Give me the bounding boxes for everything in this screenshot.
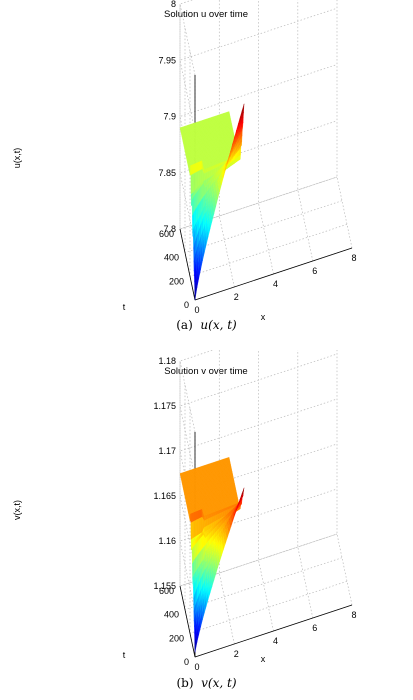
- plot-v-ytick-label: 200: [169, 633, 184, 643]
- plot-u-ylabel: t: [123, 302, 126, 312]
- caption-a-expr: u(x, t): [200, 318, 237, 332]
- plot-v-ztick-label: 1.16: [158, 536, 176, 546]
- plot-u-surface: [179, 103, 245, 301]
- plot-v-xtick-label: 6: [312, 623, 317, 633]
- plot-v-ztick-label: 1.175: [153, 401, 176, 411]
- caption-b: (b) v(x, t): [0, 676, 413, 690]
- surface-plot-u: Solution u over time 7.8 7.85 7.9 7.95 8 0 2 4 6 8…: [12, 0, 357, 322]
- plot-v-ytick-label: 600: [159, 586, 174, 596]
- plot-u-ytick-label: 400: [164, 253, 179, 263]
- plot-v-surface: [179, 457, 245, 653]
- plot-u-ytick-label: 200: [169, 276, 184, 286]
- caption-b-label: (b): [176, 676, 194, 690]
- plot-u-ztick-label: 7.95: [158, 55, 176, 65]
- plot-u-xtick-label: 8: [351, 253, 356, 263]
- plot-v-ztick-label: 1.165: [153, 491, 176, 501]
- caption-b-expr: v(x, t): [201, 676, 237, 690]
- plot-v-xlabel: x: [261, 654, 266, 664]
- plot-u-zlabel: u(x,t): [12, 148, 22, 169]
- plot-v-xtick-label: 0: [194, 662, 199, 672]
- plot-u-xtick-label: 4: [273, 279, 278, 289]
- plot-v-xtick-label: 2: [234, 649, 239, 659]
- plot-v-ytick-label: 400: [164, 610, 179, 620]
- plot-v-ztick-label: 1.17: [158, 446, 176, 456]
- plot-u-ztick-label: 7.85: [158, 168, 176, 178]
- plot-u-xtick-label: 0: [194, 305, 199, 315]
- plot-u-xtick-label: 6: [312, 266, 317, 276]
- plot-v-ylabel: t: [123, 650, 126, 660]
- plot-u-ytick-label: 600: [159, 229, 174, 239]
- caption-a: (a) u(x, t): [0, 318, 413, 332]
- plot-u-ztick-label: 8: [171, 0, 176, 9]
- panel-u: Solution u over time 7.8 7.85 7.9 7.95 8 0 2 4 6 8…: [0, 0, 413, 332]
- plot-v-ztick-label: 1.18: [158, 356, 176, 366]
- surface-plot-v: Solution v over time1.1551.161.1651.171.…: [12, 350, 357, 672]
- plot-u-title: Solution u over time: [164, 9, 248, 20]
- plot-u-ztick-label: 7.8: [163, 224, 176, 234]
- plot-v-xtick-label: 4: [273, 636, 278, 646]
- plot-u-xtick-label: 2: [234, 292, 239, 302]
- plot-u-ytick-label: 0: [184, 300, 189, 310]
- caption-a-label: (a): [176, 318, 193, 332]
- plot-v-xtick-label: 8: [351, 610, 356, 620]
- plot-u-ztick-label: 7.9: [163, 112, 176, 122]
- plot-v-ztick-label: 1.155: [153, 581, 176, 591]
- plot-v-title: Solution v over time: [164, 366, 247, 377]
- plot-v-zlabel: v(x,t): [12, 500, 22, 520]
- plot-v-ytick-label: 0: [184, 657, 189, 667]
- plot-u-xlabel: x: [261, 312, 266, 322]
- plot-v-ticks: 1.155 1.16 1.165 1.17 1.175 1.18 0 2 4 6 8 0 200 400 6…: [153, 356, 356, 672]
- plot-u-ticks: 7.8 7.85 7.9 7.95 8 0 2 4 6 8 0 200 400 600: [158, 0, 356, 315]
- panel-v: Solution v over time 1.155 1.16 1.165 1.17 1.…: [0, 350, 413, 700]
